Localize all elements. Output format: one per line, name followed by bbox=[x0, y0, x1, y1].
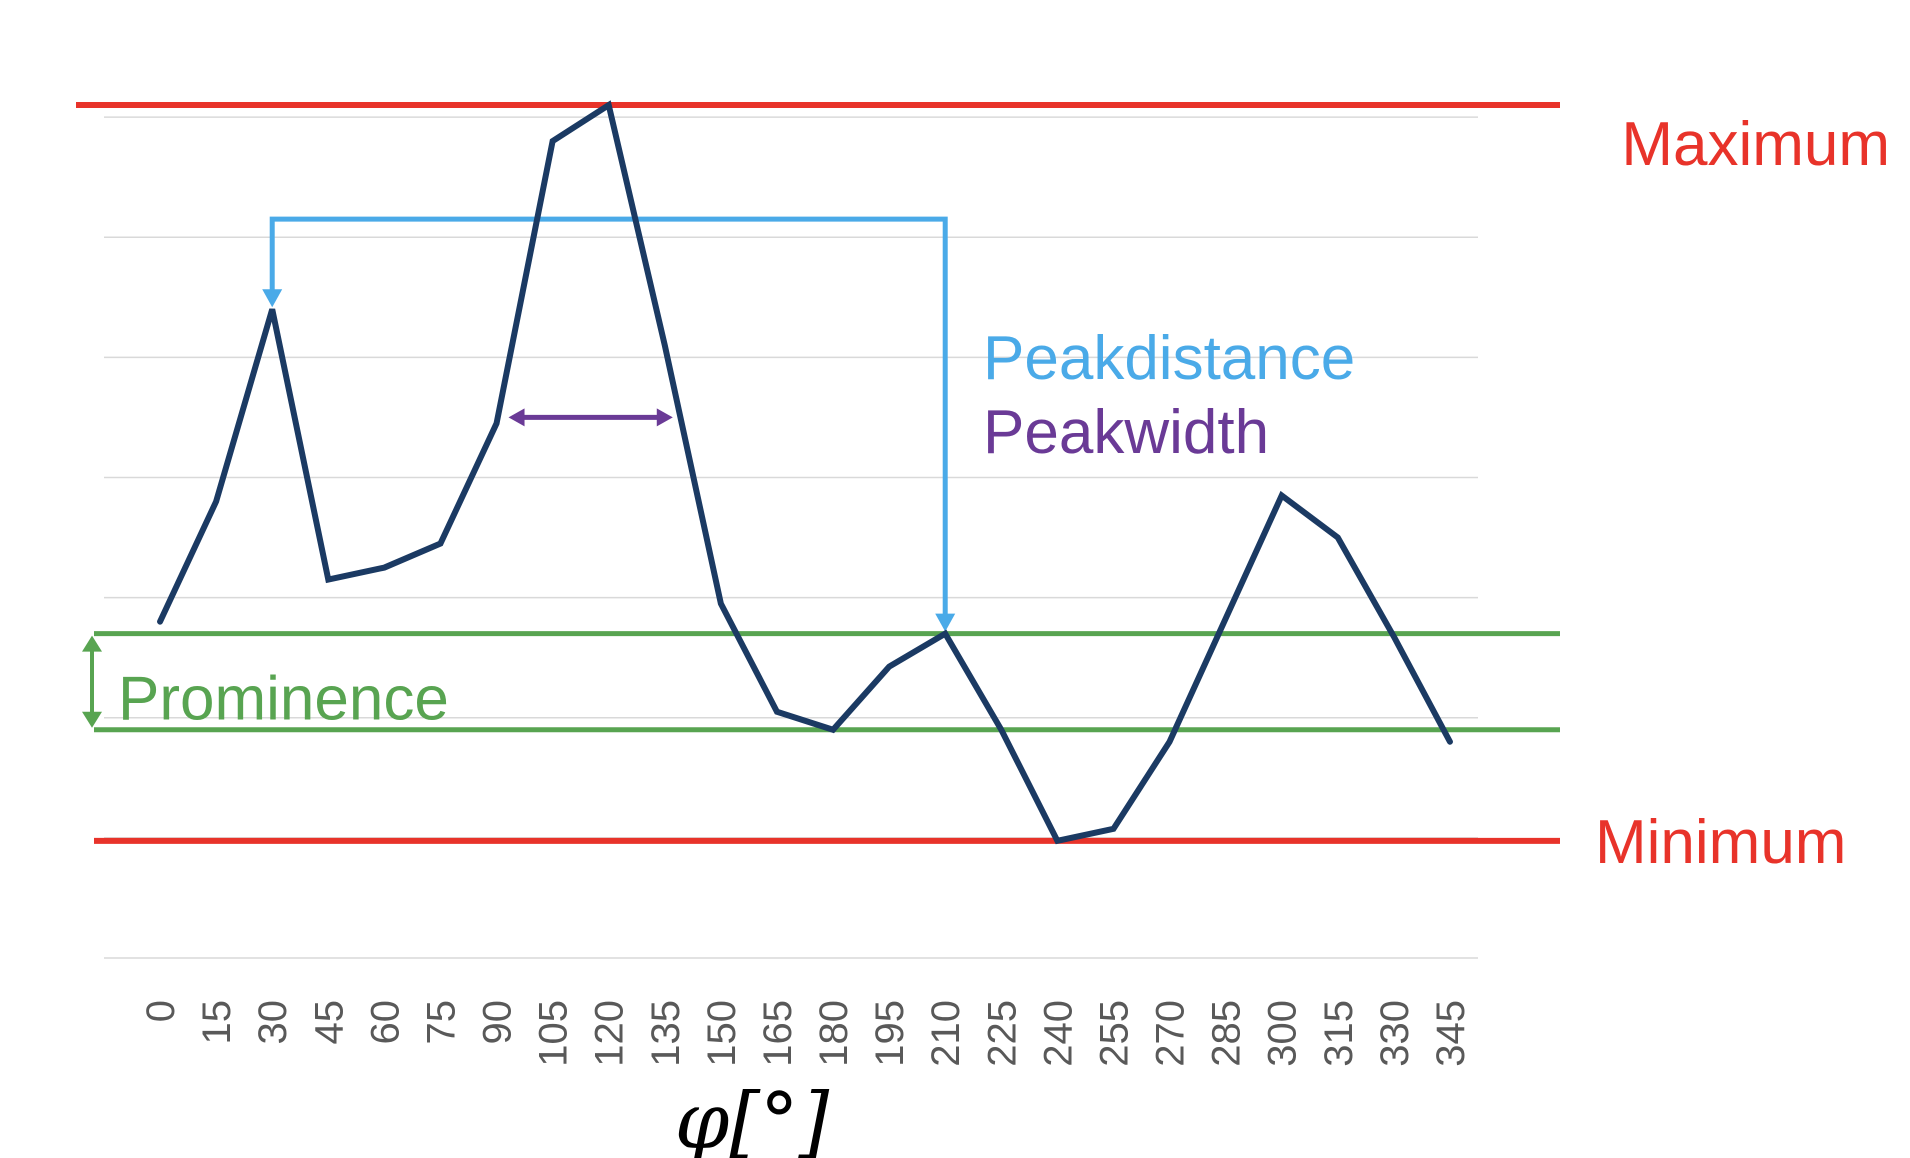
x-tick-label: 15 bbox=[195, 1000, 239, 1045]
x-tick-label: 315 bbox=[1317, 1000, 1361, 1067]
x-tick-label: 45 bbox=[307, 1000, 351, 1045]
x-tick-labels: 0 15 30 45 60 75 90 105 120 135 150 165 180 195 210 225… bbox=[139, 1000, 1473, 1067]
annotation-labels: Maximum Minimum Prominence Peakdistance … bbox=[118, 110, 1890, 1158]
x-tick-label: 0 bbox=[139, 1000, 183, 1022]
x-tick-label: 330 bbox=[1373, 1000, 1417, 1067]
prominence-arrowhead-down bbox=[82, 711, 102, 728]
x-tick-label: 300 bbox=[1261, 1000, 1305, 1067]
x-tick-label: 195 bbox=[868, 1000, 912, 1067]
x-tick-label: 90 bbox=[476, 1000, 520, 1045]
x-tick-label: 30 bbox=[251, 1000, 295, 1045]
x-tick-label: 165 bbox=[756, 1000, 800, 1067]
x-tick-label: 120 bbox=[588, 1000, 632, 1067]
x-tick-label: 240 bbox=[1036, 1000, 1080, 1067]
x-tick-label: 60 bbox=[363, 1000, 407, 1045]
x-tick-label: 180 bbox=[812, 1000, 856, 1067]
series-layer bbox=[157, 100, 1453, 845]
peakwidth-arrowhead-left bbox=[508, 408, 525, 427]
peakwidth-label: Peakwidth bbox=[983, 398, 1269, 467]
x-tick-label: 225 bbox=[980, 1000, 1024, 1067]
peakdistance-arrowhead-right bbox=[935, 613, 956, 632]
x-tick-label: 270 bbox=[1149, 1000, 1193, 1067]
peakdistance-bracket bbox=[269, 216, 948, 618]
peakwidth-arrowhead-right bbox=[656, 408, 673, 427]
peakdistance-label: Peakdistance bbox=[983, 324, 1355, 393]
x-tick-label: 210 bbox=[924, 1000, 968, 1067]
gridlines bbox=[104, 116, 1478, 959]
series-line bbox=[157, 100, 1453, 845]
x-tick-label: 345 bbox=[1429, 1000, 1473, 1067]
maximum-label: Maximum bbox=[1621, 110, 1890, 179]
x-tick-label: 105 bbox=[532, 1000, 576, 1067]
prominence-label: Prominence bbox=[118, 665, 449, 734]
x-axis-label: φ[°] bbox=[675, 1077, 830, 1158]
x-tick-label: 150 bbox=[700, 1000, 744, 1067]
prominence-arrowhead-up bbox=[82, 635, 102, 652]
x-tick-label: 75 bbox=[419, 1000, 463, 1045]
minimum-label: Minimum bbox=[1595, 808, 1846, 877]
x-tick-label: 285 bbox=[1205, 1000, 1249, 1067]
peakdistance-arrowhead-left bbox=[262, 289, 283, 308]
x-tick-label: 135 bbox=[644, 1000, 688, 1067]
x-tick-label: 255 bbox=[1092, 1000, 1136, 1067]
